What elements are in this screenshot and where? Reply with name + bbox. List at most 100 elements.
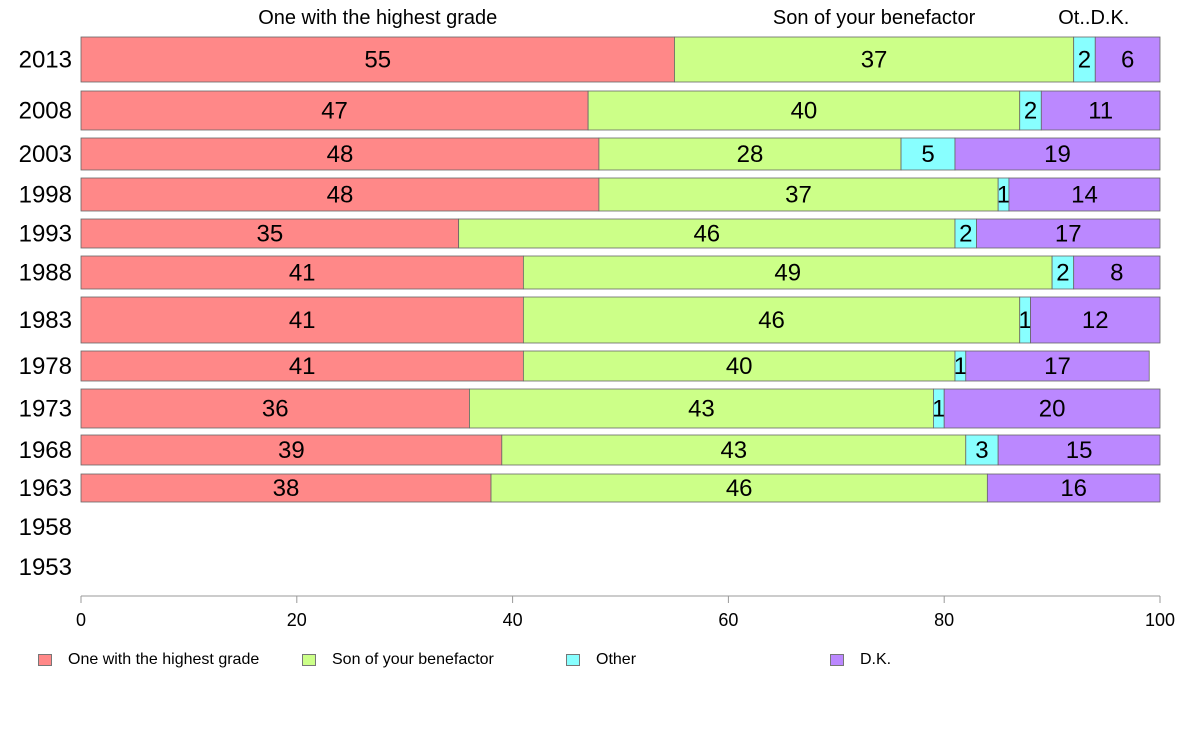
- legend-swatch: [38, 654, 52, 666]
- bar-segment: [598, 137, 902, 171]
- category-label: 2003: [19, 141, 72, 168]
- category-label: 2008: [19, 98, 72, 125]
- category-label: 1983: [19, 307, 72, 334]
- top-label: Ot..: [1058, 7, 1090, 29]
- data-label: 43: [688, 396, 715, 423]
- data-label: 43: [720, 437, 747, 464]
- top-label: D.K.: [1090, 7, 1129, 29]
- data-label: 49: [774, 260, 801, 287]
- legend-swatch: [566, 654, 580, 666]
- bar-segment: [80, 350, 524, 382]
- data-label: 2: [1078, 47, 1091, 74]
- data-label: 55: [364, 47, 391, 74]
- category-label: 1953: [19, 554, 72, 581]
- x-tick-label: 60: [718, 610, 738, 630]
- data-label: 5: [921, 141, 934, 168]
- legend-label: One with the highest grade: [68, 651, 260, 668]
- legend-swatch: [830, 654, 844, 666]
- data-label: 20: [1039, 396, 1066, 423]
- bar-segment: [80, 90, 589, 131]
- legend-item: Son of your benefactor: [302, 648, 494, 672]
- data-label: 8: [1110, 260, 1123, 287]
- bar-segment: [587, 90, 1021, 131]
- bar-segment: [1030, 296, 1161, 344]
- data-label: 19: [1044, 141, 1071, 168]
- category-label: 1963: [19, 475, 72, 502]
- data-label: 46: [758, 307, 785, 334]
- data-label: 40: [791, 98, 818, 125]
- x-tick-label: 0: [76, 610, 86, 630]
- data-label: 6: [1121, 47, 1134, 74]
- data-label: 11: [1088, 98, 1113, 125]
- data-label: 1: [997, 182, 1010, 209]
- category-label: 1978: [19, 353, 72, 380]
- bar-segment: [965, 434, 999, 466]
- data-label: 2: [1024, 98, 1037, 125]
- stacked-bar-chart: One with the highest grade Son of your be…: [19, 7, 1175, 630]
- bar-segment: [954, 137, 1161, 171]
- x-tick-label: 20: [287, 610, 307, 630]
- data-label: 39: [278, 437, 305, 464]
- bar-segment: [522, 255, 1053, 290]
- legend-item: D.K.: [830, 648, 891, 672]
- data-label: 2: [1056, 260, 1069, 287]
- data-label: 37: [785, 182, 812, 209]
- bar-segment: [458, 218, 956, 249]
- bar-segment: [80, 177, 600, 212]
- bar-segment: [80, 36, 675, 83]
- bar-segment: [674, 36, 1075, 83]
- bar-segment: [986, 473, 1161, 503]
- legend-label: D.K.: [860, 651, 892, 668]
- bar-segment: [522, 350, 956, 382]
- bar-segment: [1008, 177, 1161, 212]
- data-label: 46: [726, 475, 753, 502]
- legend-label: Son of your benefactor: [332, 651, 494, 668]
- data-label: 1: [954, 353, 967, 380]
- top-label: Son of your benefactor: [773, 7, 976, 29]
- bar-segment: [900, 137, 956, 171]
- data-label: 48: [327, 141, 354, 168]
- data-label: 14: [1071, 182, 1098, 209]
- data-label: 48: [327, 182, 354, 209]
- data-label: 41: [289, 307, 316, 334]
- bar-segment: [80, 218, 460, 249]
- bar-segment: [522, 296, 1021, 344]
- x-tick-label: 40: [503, 610, 523, 630]
- category-label: 1958: [19, 514, 72, 541]
- data-label: 1: [1018, 307, 1031, 334]
- bar-segment: [80, 388, 470, 429]
- bar-segment: [1094, 36, 1161, 83]
- legend-label: Other: [596, 651, 637, 668]
- legend-swatch: [302, 654, 316, 666]
- data-label: 1: [932, 396, 945, 423]
- bar-segment: [976, 218, 1161, 249]
- data-label: 17: [1055, 221, 1082, 248]
- bar-segment: [80, 473, 492, 503]
- data-label: 28: [737, 141, 764, 168]
- data-label: 41: [289, 353, 316, 380]
- bar-segment: [965, 350, 1150, 382]
- data-label: 16: [1060, 475, 1087, 502]
- legend-item: One with the highest grade: [38, 648, 259, 672]
- bar-segment: [1073, 255, 1161, 290]
- data-label: 35: [256, 221, 283, 248]
- category-label: 1998: [19, 182, 72, 209]
- bar-segment: [598, 177, 999, 212]
- bar-segment: [1040, 90, 1161, 131]
- legend: One with the highest grade Son of your be…: [38, 648, 1188, 672]
- data-label: 12: [1082, 307, 1109, 334]
- legend-item: Other: [566, 648, 636, 672]
- data-label: 36: [262, 396, 289, 423]
- category-label: 1993: [19, 221, 72, 248]
- data-label: 2: [959, 221, 972, 248]
- data-label: 15: [1066, 437, 1093, 464]
- category-label: 1973: [19, 396, 72, 423]
- bar-segment: [469, 388, 934, 429]
- bar-segment: [80, 137, 600, 171]
- bar-segment: [943, 388, 1161, 429]
- bar-segment: [997, 434, 1161, 466]
- category-label: 1968: [19, 437, 72, 464]
- x-tick-label: 80: [934, 610, 954, 630]
- top-label: One with the highest grade: [258, 7, 497, 29]
- x-tick-label: 100: [1145, 610, 1175, 630]
